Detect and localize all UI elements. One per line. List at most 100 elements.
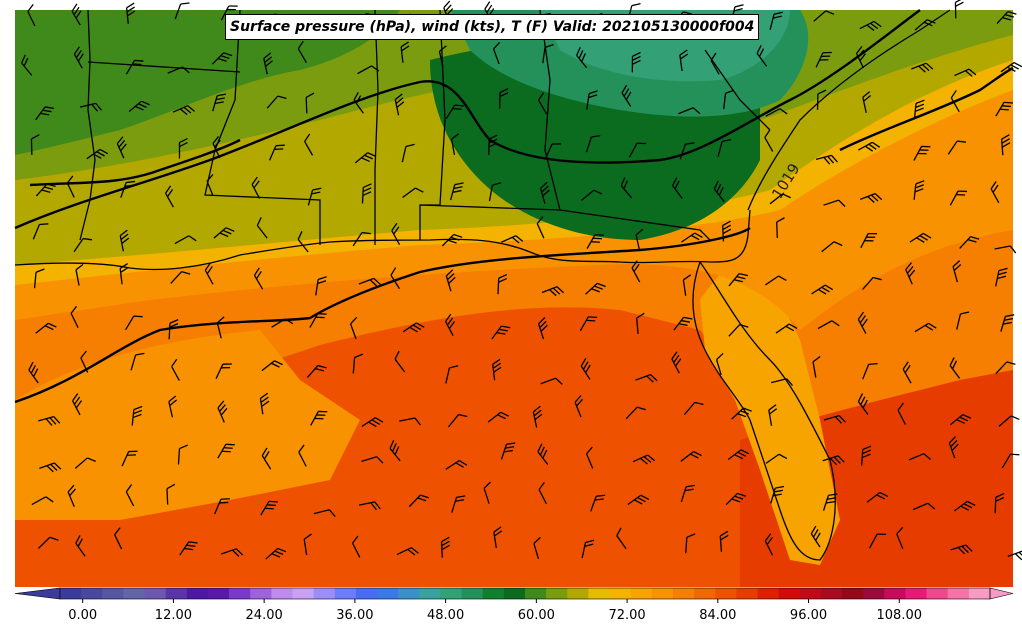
colorbar-swatch	[630, 588, 653, 599]
wind-barb	[488, 134, 498, 155]
wind-barb	[441, 233, 463, 247]
wind-barb	[861, 445, 872, 466]
temperature-field-warm-band	[15, 80, 1013, 330]
colorbar-swatch	[60, 588, 82, 599]
colorbar-swatch	[715, 588, 737, 599]
wind-barb	[38, 415, 61, 426]
wind-barb	[171, 358, 180, 381]
wind-barb	[764, 275, 787, 286]
colorbar-swatch	[377, 588, 399, 599]
colorbar-swatch	[968, 588, 991, 599]
wind-barb	[537, 317, 548, 340]
wind-barb	[263, 52, 273, 75]
wind-barb	[770, 485, 785, 504]
wind-barb	[631, 51, 641, 73]
wind-barb	[998, 415, 1020, 427]
wind-barb	[66, 175, 75, 198]
wind-barb	[220, 548, 244, 557]
colorbar-swatch	[250, 588, 272, 599]
state-border-8	[704, 49, 771, 131]
colorbar-swatch	[672, 588, 695, 599]
wind-barb	[168, 319, 179, 340]
wind-barb	[445, 365, 459, 384]
wind-barb	[913, 180, 925, 200]
coastline-atlantic	[747, 9, 951, 211]
wind-barb	[30, 134, 40, 155]
colorbar-swatch	[694, 588, 716, 599]
wind-barb	[500, 442, 516, 460]
state-border-4	[374, 9, 379, 245]
wind-barb	[212, 136, 221, 159]
wind-barb	[125, 2, 136, 24]
colorbar-tick-label: 84.00	[699, 608, 736, 623]
wind-barb	[715, 352, 724, 376]
wind-barb	[822, 493, 838, 511]
wind-barb	[914, 322, 937, 333]
wind-barb	[862, 276, 882, 290]
wind-barb	[354, 152, 377, 164]
wind-barb	[445, 313, 456, 337]
wind-barb	[812, 355, 821, 378]
wind-barb	[361, 183, 372, 204]
wind-barb	[114, 527, 123, 550]
colorbar-tick-label: 24.00	[246, 608, 283, 623]
wind-barb	[728, 272, 749, 287]
wind-barb	[116, 136, 127, 159]
wind-barb	[635, 374, 658, 383]
wind-barb	[170, 271, 191, 284]
wind-barb	[206, 174, 214, 197]
wind-barb	[620, 177, 633, 199]
wind-barb	[682, 274, 692, 296]
wind-barb	[544, 143, 562, 159]
wind-barb	[391, 222, 401, 245]
wind-barb	[394, 350, 406, 373]
wind-barb	[125, 59, 144, 75]
wind-barb	[909, 232, 932, 243]
wind-barb	[217, 400, 228, 423]
wind-barb	[713, 180, 725, 203]
wind-barb	[857, 393, 869, 415]
wind-barb	[298, 444, 307, 467]
wind-barb	[727, 449, 750, 461]
wind-barb	[731, 407, 752, 420]
wind-barb	[212, 93, 227, 112]
wind-barb	[492, 358, 502, 381]
wind-barb	[680, 484, 696, 503]
wind-barb	[399, 417, 421, 426]
wind-barb	[775, 323, 798, 334]
temperature-field-green	[15, 10, 400, 155]
wind-barb	[768, 404, 778, 426]
wind-barb	[671, 351, 682, 374]
wind-barb	[1001, 453, 1020, 469]
wind-barb	[80, 102, 102, 112]
wind-barb	[400, 41, 410, 63]
wind-barb	[902, 361, 912, 384]
wind-barb	[859, 20, 882, 31]
wind-barb	[756, 45, 768, 67]
wind-barb	[632, 454, 656, 465]
colorbar-swatch	[292, 588, 315, 599]
wind-barb	[451, 495, 466, 513]
wind-barb	[728, 323, 749, 337]
wind-barb	[948, 436, 959, 459]
wind-barb	[585, 446, 594, 469]
state-border-1	[79, 9, 96, 241]
wind-barb	[815, 51, 832, 68]
wind-barb	[447, 413, 468, 428]
state-border-7	[539, 9, 561, 211]
wind-barb	[217, 443, 235, 459]
wind-barb	[259, 392, 270, 415]
wind-barb	[635, 228, 644, 251]
wind-barb	[74, 457, 96, 469]
wind-barb	[683, 401, 704, 416]
wind-barb	[266, 95, 287, 109]
wind-barb	[994, 492, 1005, 514]
wind-barb	[950, 544, 973, 555]
wind-barb	[679, 49, 689, 72]
colorbar-tick-label: 36.00	[336, 608, 373, 623]
wind-barb	[260, 500, 278, 516]
colorbar-swatch	[419, 588, 441, 599]
wind-barb	[271, 318, 294, 328]
wind-barb	[905, 262, 916, 285]
wind-barb	[220, 5, 238, 21]
